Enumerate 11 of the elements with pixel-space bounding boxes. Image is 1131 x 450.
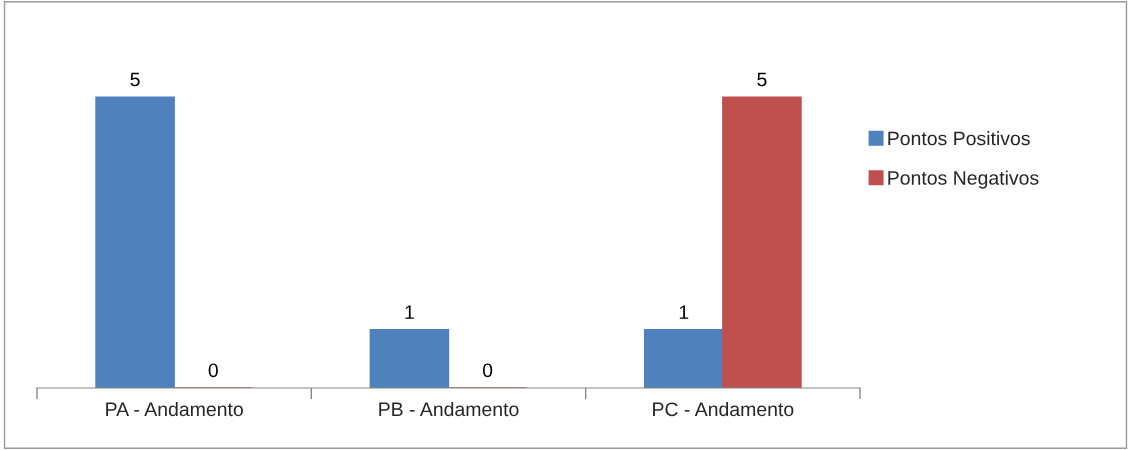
data-label: 0 bbox=[482, 363, 493, 378]
data-label: 5 bbox=[130, 72, 140, 87]
data-label: 1 bbox=[679, 305, 689, 319]
legend-label: Pontos Positivos bbox=[888, 131, 1030, 146]
data-label: 0 bbox=[208, 363, 218, 378]
x-tick-label: PB - Andamento bbox=[379, 401, 519, 417]
data-label: 1 bbox=[405, 305, 414, 319]
legend-label: Pontos Negativos bbox=[888, 170, 1039, 189]
x-tick-label: PC - Andamento bbox=[653, 401, 794, 417]
x-tick-label: PA - Andamento bbox=[106, 401, 243, 417]
data-label: 5 bbox=[757, 72, 767, 87]
